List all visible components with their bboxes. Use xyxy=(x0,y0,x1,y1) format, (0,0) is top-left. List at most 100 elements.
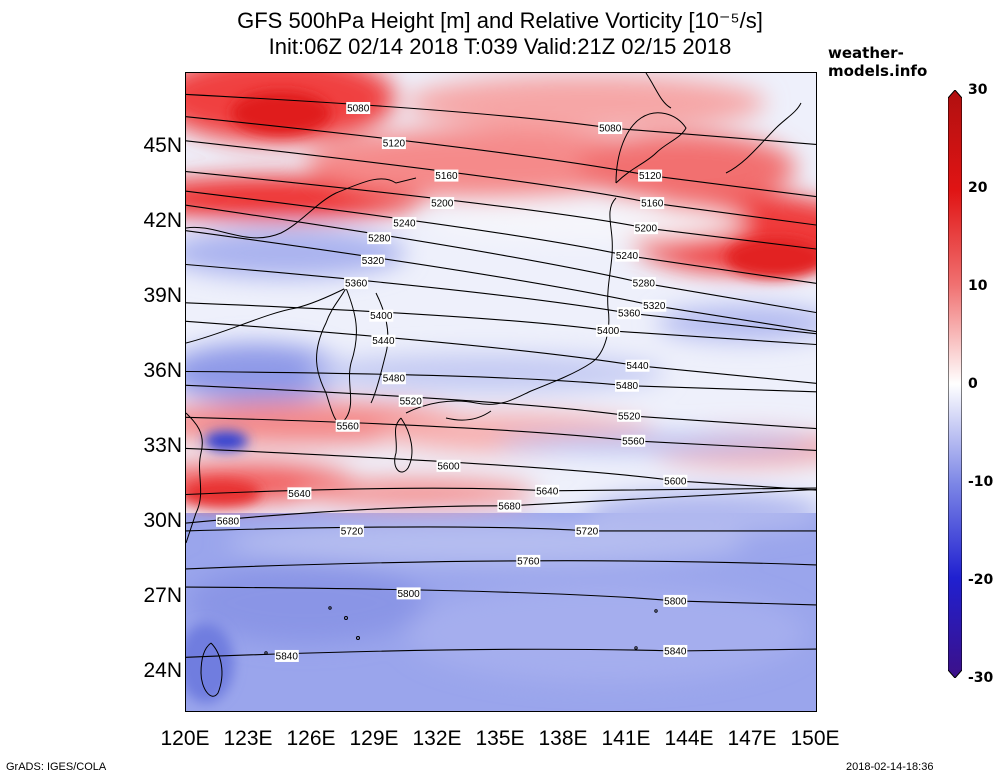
contour-label-5080: 5080 xyxy=(598,122,623,135)
coastline xyxy=(186,73,802,697)
svg-text:5440: 5440 xyxy=(372,336,395,347)
contour-5760 xyxy=(186,560,816,570)
contour-label-5440: 5440 xyxy=(371,334,396,347)
svg-text:5120: 5120 xyxy=(639,171,662,182)
lon-label-144e: 144E xyxy=(664,727,714,750)
contour-5160 xyxy=(186,140,816,226)
lat-label-24n: 24N xyxy=(143,659,182,683)
vorticity-map: 5080 5080 5120 5120 5160 5160 5200 5200 5240 5240… xyxy=(186,73,816,711)
svg-text:5640: 5640 xyxy=(536,486,559,497)
colorbar-label: 10 xyxy=(968,278,988,294)
contour-label-5360: 5360 xyxy=(617,307,642,320)
contour-label-5160: 5160 xyxy=(640,197,665,210)
contour-label-5680: 5680 xyxy=(216,514,240,527)
contour-label-5800: 5800 xyxy=(396,587,421,600)
contour-5840 xyxy=(186,648,816,658)
contour-label-5400: 5400 xyxy=(596,324,621,337)
svg-text:5200: 5200 xyxy=(431,199,454,210)
contour-label-5480: 5480 xyxy=(381,372,406,385)
contour-label-5720: 5720 xyxy=(575,524,600,537)
contour-label-5160: 5160 xyxy=(434,169,459,182)
colorbar-label: -30 xyxy=(968,670,994,686)
colorbar-label: -20 xyxy=(968,572,994,588)
svg-text:5080: 5080 xyxy=(599,124,622,135)
lon-label-123e: 123E xyxy=(223,727,273,750)
svg-text:5200: 5200 xyxy=(635,224,658,235)
lat-label-42n: 42N xyxy=(143,209,182,233)
lat-label-45n: 45N xyxy=(143,134,182,158)
svg-text:5520: 5520 xyxy=(618,411,641,422)
contour-5080 xyxy=(186,93,816,145)
contour-5480 xyxy=(186,370,816,393)
svg-text:5800: 5800 xyxy=(397,589,420,600)
svg-text:5480: 5480 xyxy=(616,381,639,392)
contour-label-5760: 5760 xyxy=(516,554,541,567)
svg-text:5560: 5560 xyxy=(337,421,360,432)
contour-5600 xyxy=(186,447,816,491)
lon-label-135e: 135E xyxy=(475,727,525,750)
svg-text:5280: 5280 xyxy=(633,279,656,290)
colorbar-label: 30 xyxy=(968,82,988,98)
svg-text:5280: 5280 xyxy=(368,234,391,245)
contour-label-5560: 5560 xyxy=(621,434,646,447)
lon-label-138e: 138E xyxy=(538,727,588,750)
contour-5560 xyxy=(186,416,816,451)
colorbar xyxy=(948,90,962,678)
svg-text:5720: 5720 xyxy=(576,526,599,537)
lon-label-120e: 120E xyxy=(160,727,210,750)
svg-text:5400: 5400 xyxy=(597,326,620,337)
map-panel: 5080 5080 5120 5120 5160 5160 5200 5200 5240 5240… xyxy=(185,72,817,712)
svg-text:5680: 5680 xyxy=(217,516,240,527)
lon-label-147e: 147E xyxy=(727,727,777,750)
contour-5440 xyxy=(186,320,816,384)
contour-5280 xyxy=(186,204,816,314)
contour-5120 xyxy=(186,116,816,198)
site-credit: weather-models.info xyxy=(828,44,928,80)
svg-text:5160: 5160 xyxy=(641,199,664,210)
contour-label-5320: 5320 xyxy=(642,299,667,312)
height-contours: 5080 5080 5120 5120 5160 5160 5200 5200 5240 5240… xyxy=(186,93,816,662)
lat-label-30n: 30N xyxy=(143,509,182,533)
contour-label-5600: 5600 xyxy=(663,474,688,487)
svg-text:5560: 5560 xyxy=(622,436,645,447)
contour-5720 xyxy=(186,526,816,532)
lon-label-129e: 129E xyxy=(349,727,399,750)
map-title: GFS 500hPa Height [m] and Relative Vorti… xyxy=(180,8,820,60)
svg-text:5600: 5600 xyxy=(664,476,687,487)
vorticity-field xyxy=(186,73,816,711)
svg-text:5680: 5680 xyxy=(498,501,521,512)
title-line-2: Init:06Z 02/14 2018 T:039 Valid:21Z 02/1… xyxy=(268,34,732,59)
contour-5640 xyxy=(186,487,816,496)
contour-label-5120: 5120 xyxy=(381,137,406,150)
contour-label-5320: 5320 xyxy=(360,254,385,267)
svg-text:5080: 5080 xyxy=(347,104,370,115)
svg-text:5440: 5440 xyxy=(626,361,649,372)
contour-label-5400: 5400 xyxy=(369,309,394,322)
footer-grads: GrADS: IGES/COLA xyxy=(6,761,107,773)
contour-label-5560: 5560 xyxy=(335,419,360,432)
lon-label-150e: 150E xyxy=(790,727,840,750)
contour-5200 xyxy=(186,171,816,250)
svg-text:5320: 5320 xyxy=(643,301,666,312)
contour-label-5520: 5520 xyxy=(398,394,423,407)
contour-label-5200: 5200 xyxy=(430,197,455,210)
svg-text:5760: 5760 xyxy=(517,556,540,567)
contour-5360 xyxy=(186,263,816,335)
svg-text:5120: 5120 xyxy=(383,139,406,150)
svg-text:5400: 5400 xyxy=(370,311,393,322)
contour-label-5640: 5640 xyxy=(287,487,312,500)
contour-5240 xyxy=(186,190,816,284)
contour-label-5680: 5680 xyxy=(497,499,522,512)
contour-5320 xyxy=(186,230,816,333)
svg-text:5320: 5320 xyxy=(362,256,385,267)
svg-text:5840: 5840 xyxy=(664,646,687,657)
contour-5400 xyxy=(186,302,816,346)
lat-label-36n: 36N xyxy=(143,359,182,383)
title-line-1: GFS 500hPa Height [m] and Relative Vorti… xyxy=(237,8,763,33)
svg-text:5360: 5360 xyxy=(618,309,641,320)
svg-text:5240: 5240 xyxy=(616,251,639,262)
contour-label-5840: 5840 xyxy=(274,649,299,662)
contour-label-5080: 5080 xyxy=(346,102,371,115)
contour-label-5720: 5720 xyxy=(339,524,364,537)
contour-label-5120: 5120 xyxy=(638,169,663,182)
